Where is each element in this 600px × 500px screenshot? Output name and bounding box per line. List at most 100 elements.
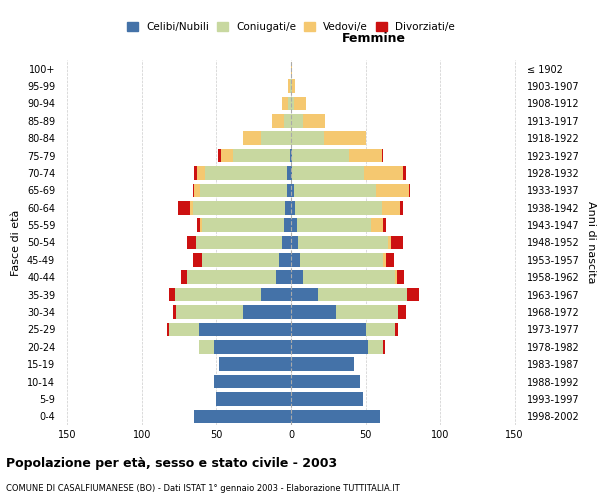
Bar xyxy=(368,340,383,353)
Bar xyxy=(276,270,291,284)
Bar xyxy=(287,184,291,197)
Bar xyxy=(290,149,291,162)
Bar xyxy=(382,201,400,214)
Bar xyxy=(336,305,398,319)
Bar xyxy=(193,253,202,266)
Bar xyxy=(287,166,291,180)
Bar xyxy=(291,184,294,197)
Text: COMUNE DI CASALFIUMANESE (BO) - Dati ISTAT 1° gennaio 2003 - Elaborazione TUTTIT: COMUNE DI CASALFIUMANESE (BO) - Dati IST… xyxy=(6,484,400,493)
Bar xyxy=(284,218,291,232)
Bar xyxy=(297,218,371,232)
Bar xyxy=(318,288,407,302)
Bar xyxy=(285,201,291,214)
Bar xyxy=(272,114,284,128)
Bar xyxy=(292,149,349,162)
Bar xyxy=(193,201,285,214)
Bar xyxy=(386,253,394,266)
Bar xyxy=(214,340,291,353)
Bar xyxy=(291,270,303,284)
Bar xyxy=(403,166,406,180)
Bar xyxy=(193,184,194,197)
Bar xyxy=(173,305,176,319)
Y-axis label: Fasce di età: Fasce di età xyxy=(11,210,21,276)
Bar xyxy=(205,166,287,180)
Bar xyxy=(388,236,391,250)
Bar xyxy=(202,253,279,266)
Bar xyxy=(244,305,291,319)
Bar xyxy=(200,218,202,232)
Bar xyxy=(197,218,200,232)
Bar xyxy=(282,96,288,110)
Bar xyxy=(288,96,291,110)
Bar xyxy=(397,270,404,284)
Bar xyxy=(291,132,324,145)
Bar xyxy=(383,253,386,266)
Bar xyxy=(284,114,291,128)
Bar xyxy=(197,166,205,180)
Bar xyxy=(291,322,365,336)
Bar xyxy=(194,166,197,180)
Bar xyxy=(187,236,196,250)
Bar xyxy=(220,358,291,371)
Bar xyxy=(291,288,318,302)
Bar xyxy=(409,184,410,197)
Bar xyxy=(169,322,199,336)
Bar xyxy=(194,184,200,197)
Bar xyxy=(298,236,388,250)
Bar xyxy=(365,322,395,336)
Bar xyxy=(291,114,303,128)
Bar xyxy=(291,236,298,250)
Bar xyxy=(175,288,261,302)
Bar xyxy=(291,410,380,423)
Bar xyxy=(391,236,403,250)
Bar xyxy=(178,201,190,214)
Bar xyxy=(295,201,382,214)
Bar xyxy=(291,253,300,266)
Bar xyxy=(291,80,292,93)
Bar xyxy=(383,340,385,353)
Bar xyxy=(190,201,193,214)
Bar xyxy=(218,149,221,162)
Bar xyxy=(294,96,306,110)
Bar xyxy=(364,166,403,180)
Bar xyxy=(407,288,419,302)
Bar xyxy=(200,184,287,197)
Bar xyxy=(382,149,383,162)
Bar xyxy=(291,375,359,388)
Bar xyxy=(261,132,291,145)
Bar xyxy=(167,322,169,336)
Bar xyxy=(214,375,291,388)
Bar xyxy=(300,253,383,266)
Bar xyxy=(288,80,290,93)
Bar xyxy=(291,392,362,406)
Bar xyxy=(279,253,291,266)
Bar xyxy=(291,340,368,353)
Bar xyxy=(199,322,291,336)
Text: Femmine: Femmine xyxy=(342,32,406,46)
Bar xyxy=(303,114,325,128)
Bar xyxy=(383,218,386,232)
Bar xyxy=(291,96,294,110)
Bar xyxy=(398,305,406,319)
Bar xyxy=(176,305,244,319)
Bar xyxy=(324,132,365,145)
Bar xyxy=(169,288,175,302)
Bar xyxy=(199,340,214,353)
Bar xyxy=(291,166,292,180)
Bar xyxy=(291,305,336,319)
Bar xyxy=(376,184,409,197)
Bar xyxy=(187,270,276,284)
Y-axis label: Anni di nascita: Anni di nascita xyxy=(586,201,596,284)
Bar xyxy=(181,270,187,284)
Bar xyxy=(291,62,292,76)
Bar xyxy=(400,201,403,214)
Bar xyxy=(290,80,291,93)
Bar xyxy=(395,270,397,284)
Bar xyxy=(194,410,291,423)
Legend: Celibi/Nubili, Coniugati/e, Vedovi/e, Divorziati/e: Celibi/Nubili, Coniugati/e, Vedovi/e, Di… xyxy=(123,18,459,36)
Bar xyxy=(292,166,364,180)
Text: Popolazione per età, sesso e stato civile - 2003: Popolazione per età, sesso e stato civil… xyxy=(6,458,337,470)
Bar xyxy=(291,149,292,162)
Bar xyxy=(244,132,261,145)
Bar xyxy=(291,201,295,214)
